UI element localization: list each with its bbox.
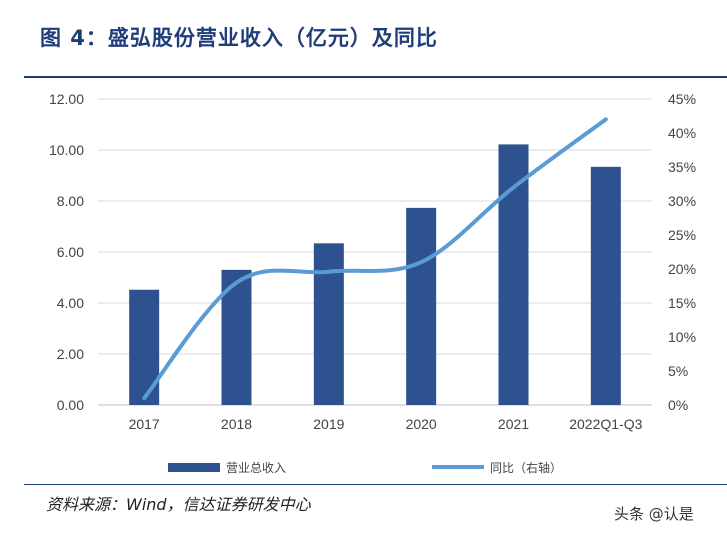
y-right-tick-label: 45% [668,91,696,107]
y-right-tick-label: 35% [668,159,696,175]
watermark: 头条 @认是 [614,505,694,523]
bar-series [129,144,621,405]
legend: 营业总收入 同比（右轴） [168,460,562,475]
y-left-tick-label: 8.00 [57,193,84,209]
bar [313,243,344,405]
bar [590,166,621,405]
x-tick-label: 2018 [221,416,252,432]
legend-swatch-bar [168,463,220,472]
legend-label-bar: 营业总收入 [226,461,286,475]
x-tick-label: 2017 [129,416,160,432]
x-axis: 2017 2018 2019 2020 2021 2022Q1-Q3 [129,416,643,432]
y-right-tick-label: 30% [668,193,696,209]
y-axis-left: 0.00 2.00 4.00 6.00 8.00 10.00 12.00 [49,91,84,413]
y-left-tick-label: 4.00 [57,295,84,311]
x-tick-label: 2021 [498,416,529,432]
top-rule [24,76,727,78]
y-right-tick-label: 40% [668,125,696,141]
x-tick-label: 2022Q1-Q3 [569,416,642,432]
x-tick-label: 2019 [313,416,344,432]
grid-lines [98,98,652,406]
y-right-tick-label: 25% [668,227,696,243]
y-right-tick-label: 5% [668,363,688,379]
y-right-tick-label: 20% [668,261,696,277]
bar [498,144,529,405]
source-note: 资料来源：Wind，信达证券研发中心 [46,495,311,514]
x-tick-label: 2020 [406,416,437,432]
bar [406,207,437,405]
y-axis-right: 0% 5% 10% 15% 20% 25% 30% 35% 40% 45% [668,91,696,413]
y-right-tick-label: 0% [668,397,688,413]
bar [129,289,160,405]
line-series [142,117,608,401]
y-right-tick-label: 10% [668,329,696,345]
y-left-tick-label: 0.00 [57,397,84,413]
legend-label-line: 同比（右轴） [490,460,562,475]
chart: 0.00 2.00 4.00 6.00 8.00 10.00 12.00 0% 5% 10% 15… [49,91,696,475]
y-left-tick-label: 10.00 [49,142,84,158]
y-right-tick-label: 15% [668,295,696,311]
y-left-tick-label: 6.00 [57,244,84,260]
bottom-rule [24,484,727,485]
y-left-tick-label: 2.00 [57,346,84,362]
yoy-line [142,117,608,401]
y-left-tick-label: 12.00 [49,91,84,107]
chart-title: 图 4：盛弘股份营业收入（亿元）及同比 [40,26,438,50]
